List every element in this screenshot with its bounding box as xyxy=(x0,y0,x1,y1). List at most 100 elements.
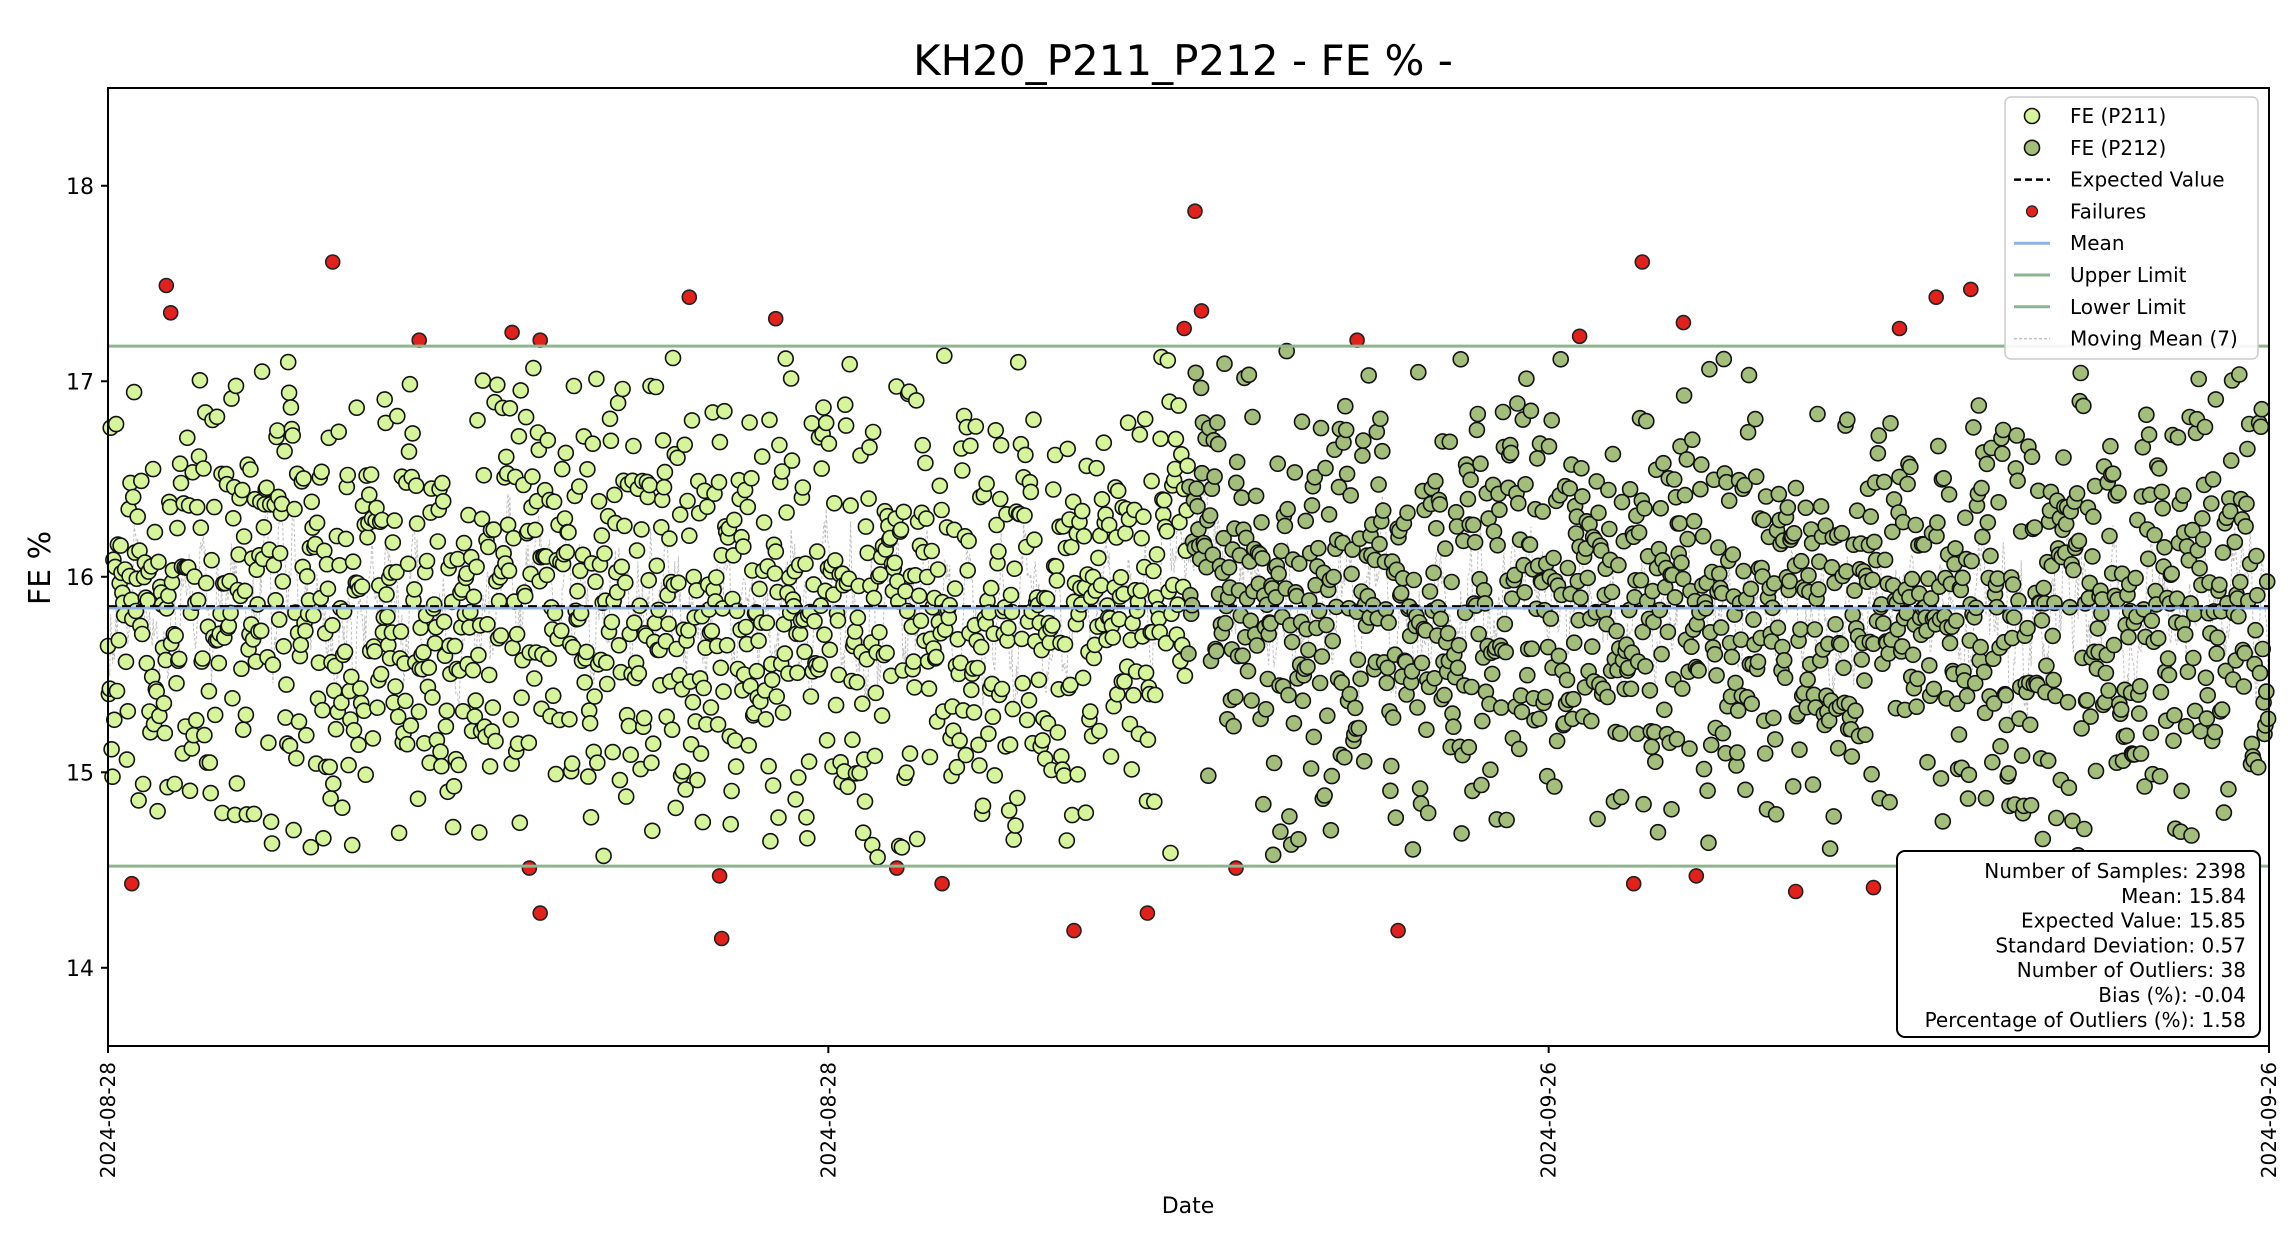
point-p211 xyxy=(794,479,812,496)
point-p212 xyxy=(1948,612,1965,630)
point-p211 xyxy=(917,510,935,527)
point-p212 xyxy=(2022,796,2040,814)
point-p212 xyxy=(1244,408,1261,426)
point-p211 xyxy=(914,436,932,454)
point-p212 xyxy=(1421,583,1439,600)
point-p211 xyxy=(388,407,406,425)
point-p211 xyxy=(228,775,246,792)
point-p212 xyxy=(1411,780,1429,797)
point-p211 xyxy=(723,782,740,800)
failure-point xyxy=(1390,922,1406,939)
point-p211 xyxy=(972,638,990,656)
point-p212 xyxy=(1228,474,1245,492)
point-p211 xyxy=(449,550,467,568)
point-p212 xyxy=(1466,533,1484,551)
point-p212 xyxy=(1305,728,1323,746)
point-p211 xyxy=(360,486,378,504)
point-p211 xyxy=(576,674,594,691)
point-p212 xyxy=(2251,664,2269,682)
point-p211 xyxy=(1056,635,1074,653)
point-p212 xyxy=(1902,458,1919,476)
point-p211 xyxy=(1148,546,1166,563)
point-p211 xyxy=(433,757,450,775)
point-p211 xyxy=(191,371,209,389)
point-p211 xyxy=(761,411,778,429)
point-p211 xyxy=(1073,502,1091,520)
point-p212 xyxy=(1668,730,1686,748)
point-p211 xyxy=(398,735,416,753)
point-p211 xyxy=(898,764,915,782)
point-p211 xyxy=(292,636,310,654)
point-p211 xyxy=(644,735,662,753)
point-p211 xyxy=(408,515,426,532)
point-p211 xyxy=(692,745,710,762)
point-p211 xyxy=(512,382,530,399)
point-p211 xyxy=(511,814,529,832)
point-p211 xyxy=(357,766,375,784)
failure-point xyxy=(711,868,728,884)
point-p211 xyxy=(1132,582,1149,600)
point-p212 xyxy=(1337,421,1355,439)
point-p212 xyxy=(1787,479,1805,497)
failure-point xyxy=(124,875,140,892)
point-p211 xyxy=(1088,459,1105,477)
point-p212 xyxy=(1632,571,1650,589)
point-p212 xyxy=(1770,485,1788,503)
point-p212 xyxy=(1825,808,1842,825)
point-p211 xyxy=(1090,549,1107,567)
point-p212 xyxy=(1799,671,1816,688)
point-p212 xyxy=(2163,565,2180,583)
point-p211 xyxy=(817,414,835,432)
point-p212 xyxy=(2105,636,2123,654)
point-p212 xyxy=(1264,846,1282,864)
point-p212 xyxy=(1766,731,1784,748)
point-p211 xyxy=(1139,731,1157,749)
point-p212 xyxy=(1610,556,1627,574)
point-p211 xyxy=(353,578,371,595)
point-p212 xyxy=(1583,638,1601,655)
point-p211 xyxy=(378,586,395,603)
point-p212 xyxy=(1621,480,1639,498)
point-p211 xyxy=(620,717,638,735)
point-p211 xyxy=(971,757,988,774)
point-p212 xyxy=(2173,782,2190,800)
point-p212 xyxy=(1565,690,1582,708)
point-p212 xyxy=(1699,782,1716,800)
point-p211 xyxy=(677,781,694,798)
points-layer xyxy=(99,203,2277,947)
point-p211 xyxy=(625,437,642,455)
point-p212 xyxy=(2213,701,2231,718)
point-p212 xyxy=(1776,669,1794,687)
point-p212 xyxy=(1791,741,1808,759)
point-p211 xyxy=(234,721,252,739)
point-p211 xyxy=(816,626,833,644)
point-p211 xyxy=(787,791,804,808)
point-p212 xyxy=(2009,472,2026,490)
point-p212 xyxy=(1634,623,1651,641)
point-p211 xyxy=(1026,531,1043,549)
point-p212 xyxy=(1550,647,1568,665)
point-p212 xyxy=(2154,499,2171,517)
point-p212 xyxy=(1604,445,1622,463)
point-p212 xyxy=(1573,459,1590,477)
point-p211 xyxy=(1125,686,1142,704)
point-p212 xyxy=(1497,643,1514,661)
point-p211 xyxy=(206,498,223,516)
point-p211 xyxy=(429,533,447,550)
point-p211 xyxy=(709,716,727,733)
point-p212 xyxy=(1180,645,1197,663)
point-p212 xyxy=(1302,760,1320,777)
point-p211 xyxy=(663,721,681,739)
point-p211 xyxy=(133,472,150,490)
point-p211 xyxy=(865,589,883,607)
point-p211 xyxy=(641,476,658,494)
point-p211 xyxy=(110,631,128,649)
point-p212 xyxy=(1216,355,1233,373)
point-p211 xyxy=(1146,793,1163,811)
point-p211 xyxy=(343,836,361,854)
point-p212 xyxy=(1785,524,1803,542)
point-p212 xyxy=(2220,780,2237,798)
point-p212 xyxy=(1745,611,1762,628)
point-p211 xyxy=(1095,434,1113,452)
point-p211 xyxy=(410,703,428,721)
